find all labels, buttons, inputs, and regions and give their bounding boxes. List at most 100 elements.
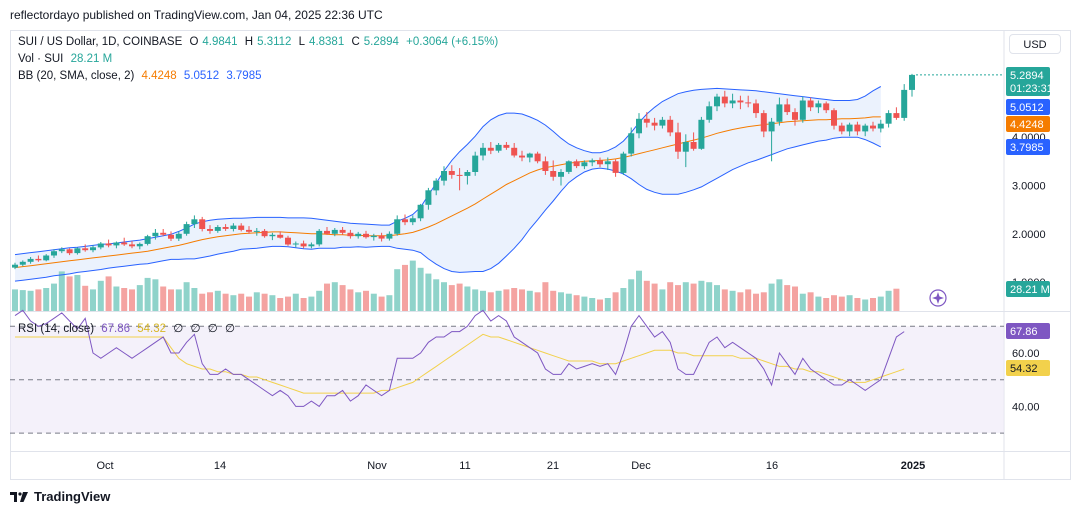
candle xyxy=(534,153,541,162)
bb-upper-badge: 5.0512 xyxy=(1006,99,1050,115)
candle xyxy=(121,242,128,245)
candle xyxy=(768,121,775,132)
volume-bar xyxy=(355,292,362,311)
volume-bar xyxy=(885,290,892,311)
volume-bar xyxy=(90,289,96,311)
volume-bar xyxy=(854,298,861,311)
tradingview-footer[interactable]: TradingView xyxy=(10,489,110,504)
volume-bar xyxy=(511,288,518,311)
candle xyxy=(448,171,455,175)
candle xyxy=(230,225,237,229)
candle xyxy=(316,230,323,245)
volume-bar xyxy=(207,292,213,311)
symbol-title[interactable]: SUI / US Dollar, 1D, COINBASE xyxy=(18,36,183,48)
candle xyxy=(838,125,845,132)
candle xyxy=(339,229,346,233)
candle xyxy=(901,89,908,118)
candle xyxy=(386,233,393,239)
volume-bar xyxy=(35,289,42,311)
candle xyxy=(417,204,424,219)
candle xyxy=(394,219,401,234)
volume-bar xyxy=(51,283,57,311)
bb-upper-line xyxy=(14,86,882,256)
volume-bar xyxy=(620,288,627,311)
volume-bar xyxy=(324,283,330,311)
rsi-legend[interactable]: RSI (14, close) 67.86 54.32 ∅ ∅ ∅ ∅ xyxy=(18,321,239,335)
volume-bar xyxy=(105,276,112,311)
svg-text:28.21 M: 28.21 M xyxy=(1010,284,1050,296)
volume-bar xyxy=(144,277,151,311)
bb-legend[interactable]: BB (20, SMA, close, 2) 4.4248 5.0512 3.7… xyxy=(18,70,266,82)
candle xyxy=(784,104,791,113)
bb-lower-badge: 3.7985 xyxy=(1006,139,1050,155)
candle xyxy=(526,153,533,158)
volume-bar xyxy=(12,289,18,311)
time-tick-label: Oct xyxy=(96,460,113,472)
bb-basis-line xyxy=(14,116,881,269)
volume-bar xyxy=(370,293,377,311)
bb-lower-value: 3.7985 xyxy=(226,70,262,82)
rsi-tick-label: 40.00 xyxy=(1012,401,1040,413)
candle xyxy=(495,144,502,151)
candle xyxy=(620,153,627,173)
volume-bar xyxy=(558,292,564,311)
candle xyxy=(253,230,260,232)
tradingview-logo-icon xyxy=(10,491,28,502)
candle xyxy=(238,225,245,230)
time-tick-label: Dec xyxy=(631,460,651,472)
candle xyxy=(261,230,268,237)
volume-bar xyxy=(737,292,744,311)
candle xyxy=(175,233,182,239)
rsi-badge: 67.86 xyxy=(1006,323,1050,339)
volume-legend[interactable]: Vol · SUI 28.21 M xyxy=(18,53,116,65)
time-tick-label: 2025 xyxy=(901,460,925,472)
volume-bar xyxy=(714,285,720,311)
svg-text:4.4248: 4.4248 xyxy=(1010,119,1044,131)
candle xyxy=(35,258,42,261)
volume-bar xyxy=(308,296,315,311)
volume-bar xyxy=(300,298,307,311)
candle xyxy=(456,174,463,176)
volume-bar xyxy=(417,267,424,311)
chart-frame[interactable] xyxy=(10,30,1071,480)
rsi-line xyxy=(14,309,905,408)
candle xyxy=(565,161,572,172)
candle xyxy=(433,180,440,191)
sparkle-icon[interactable] xyxy=(929,289,947,307)
candle xyxy=(191,219,198,225)
volume-bar xyxy=(480,290,486,311)
candle xyxy=(729,100,736,104)
volume-bar xyxy=(877,296,884,311)
volume-bar xyxy=(753,293,759,311)
candle xyxy=(651,122,658,126)
volume-bar xyxy=(573,295,580,311)
candle xyxy=(698,119,705,149)
candle xyxy=(277,234,284,238)
candle xyxy=(292,243,299,245)
volume-bar xyxy=(784,285,791,311)
volume-bar xyxy=(347,289,354,311)
volume-bar xyxy=(503,289,510,311)
candle xyxy=(573,161,580,167)
volume-bar xyxy=(441,282,447,311)
currency-button[interactable]: USD xyxy=(1009,34,1061,54)
candle xyxy=(82,248,89,251)
volume-bar xyxy=(316,290,323,311)
candle xyxy=(113,242,120,246)
candle xyxy=(152,232,159,237)
candle xyxy=(612,161,619,173)
candle xyxy=(643,118,650,123)
candle xyxy=(893,113,900,118)
volume-bar xyxy=(760,292,767,311)
candle xyxy=(823,103,830,111)
volume-bar xyxy=(831,295,837,311)
bb-band-fill xyxy=(15,86,881,282)
candle xyxy=(542,161,549,171)
candle xyxy=(792,112,798,120)
candle xyxy=(363,233,369,238)
candle xyxy=(846,124,853,132)
candle xyxy=(737,100,744,103)
